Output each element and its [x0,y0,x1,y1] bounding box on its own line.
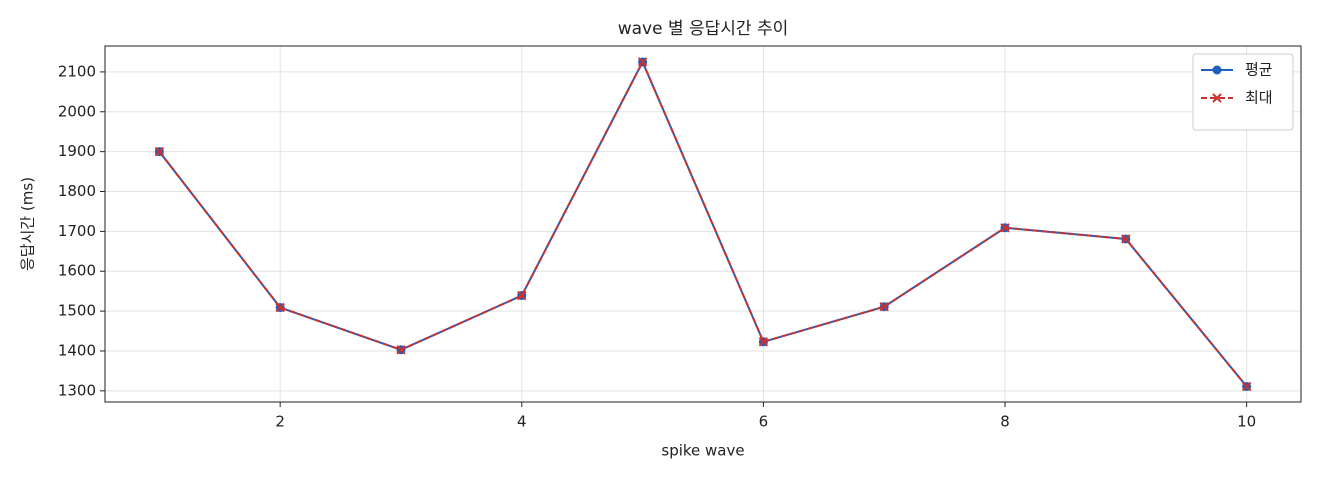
y-tick-label: 1700 [58,222,96,240]
marker [1000,223,1010,233]
y-axis-label: 응답시간 (ms) [19,177,37,271]
chart-title: wave 별 응답시간 추이 [618,19,789,39]
legend-marker [1212,65,1222,75]
x-tick-label: 2 [275,413,285,431]
marker [1241,381,1252,392]
plot-frame [104,45,1302,403]
y-tick-label: 1600 [58,262,96,280]
y-tick-label: 1500 [58,302,96,320]
x-tick-label: 10 [1237,413,1256,431]
marker [1121,234,1131,244]
marker [517,290,527,301]
legend-label: 평균 [1245,61,1273,79]
marker [396,345,406,355]
y-tick-label: 1300 [58,381,96,399]
x-tick-label: 4 [517,413,527,431]
y-tick-label: 1900 [58,142,96,160]
legend-marker [1212,93,1222,103]
line [158,59,1248,388]
line [158,59,1248,388]
legend-box [1192,53,1294,131]
x-tick-label: 6 [759,413,769,431]
y-tick-label: 2100 [58,62,96,80]
marker [275,302,285,313]
marker [637,57,648,67]
marker [879,302,889,312]
marker [758,337,769,347]
y-tick-label: 1800 [58,182,96,200]
y-tick-label: 1400 [58,341,96,359]
x-axis-label: spike wave [661,442,744,460]
x-tick-label: 8 [1000,413,1010,431]
marker [154,146,165,157]
y-tick-label: 2000 [58,102,96,120]
legend-label: 최대 [1245,89,1273,107]
